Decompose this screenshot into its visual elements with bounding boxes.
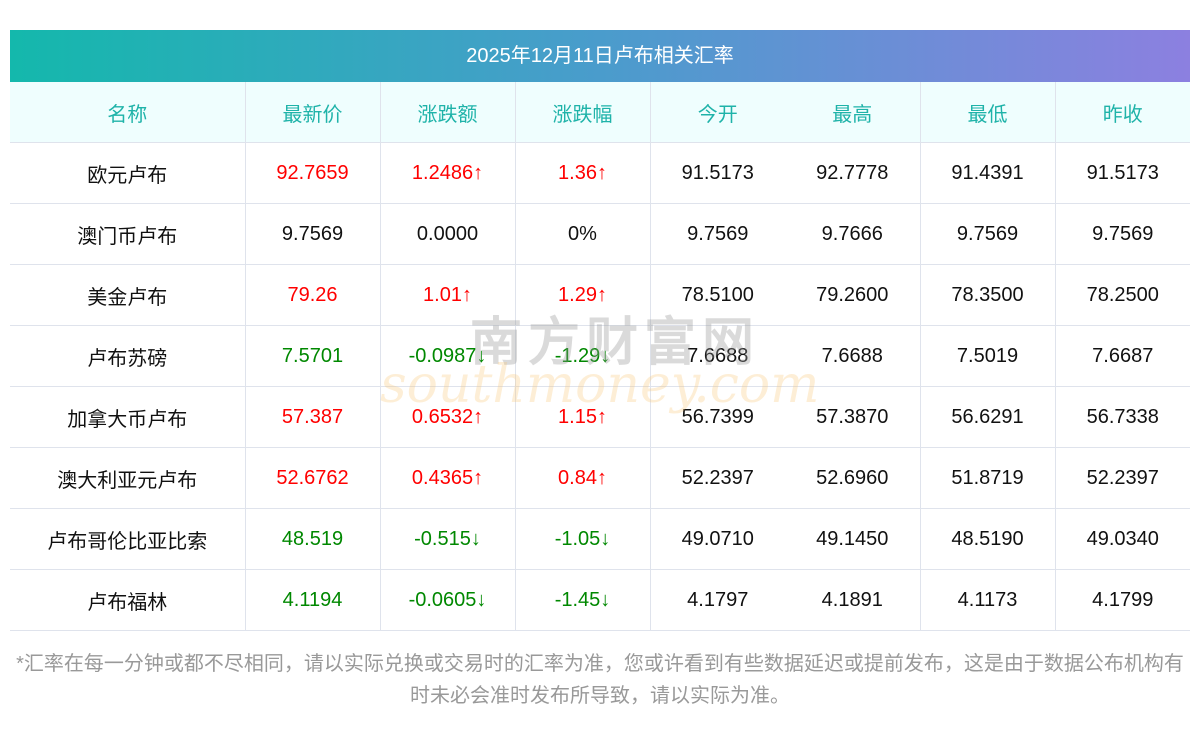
cell-latest: 4.1194 bbox=[244, 569, 380, 631]
cell-name: 卢布哥伦比亚比索 bbox=[10, 508, 245, 570]
cell-name: 澳门币卢布 bbox=[10, 203, 245, 265]
table-row: 美金卢布 79.26 1.01↑ 1.29↑ 78.5100 79.2600 78.3500… bbox=[10, 264, 1190, 326]
cell-change: 1.2486↑ bbox=[379, 142, 515, 204]
cell-high: 92.7778 bbox=[785, 142, 920, 204]
cell-latest: 79.26 bbox=[244, 264, 380, 326]
cell-open: 4.1797 bbox=[649, 569, 785, 631]
cell-name: 加拿大币卢布 bbox=[10, 386, 245, 448]
cell-name: 澳大利亚元卢布 bbox=[10, 447, 245, 509]
cell-open: 52.2397 bbox=[649, 447, 785, 509]
cell-low: 4.1173 bbox=[919, 569, 1055, 631]
column-header: 名称 bbox=[10, 82, 245, 143]
cell-low: 56.6291 bbox=[919, 386, 1055, 448]
cell-high: 4.1891 bbox=[785, 569, 920, 631]
table-row: 澳门币卢布 9.7569 0.0000 0% 9.7569 9.7666 9.7569 9.7… bbox=[10, 203, 1190, 265]
cell-high: 9.7666 bbox=[785, 203, 920, 265]
table-row: 欧元卢布 92.7659 1.2486↑ 1.36↑ 91.5173 92.7778 91.… bbox=[10, 142, 1190, 204]
cell-pct: 0% bbox=[514, 203, 650, 265]
table-row: 加拿大币卢布 57.387 0.6532↑ 1.15↑ 56.7399 57.3870 56… bbox=[10, 386, 1190, 448]
rate-table: 名称 最新价 涨跌额 涨跌幅 今开 最高 最低 昨收 欧元卢布 92.7659 1.2486↑ 1.… bbox=[10, 82, 1190, 631]
cell-open: 9.7569 bbox=[649, 203, 785, 265]
cell-latest: 57.387 bbox=[244, 386, 380, 448]
cell-high: 49.1450 bbox=[785, 508, 920, 570]
cell-open: 78.5100 bbox=[649, 264, 785, 326]
cell-prev: 91.5173 bbox=[1054, 142, 1190, 204]
cell-pct: -1.45↓ bbox=[514, 569, 650, 631]
cell-low: 48.5190 bbox=[919, 508, 1055, 570]
cell-low: 9.7569 bbox=[919, 203, 1055, 265]
cell-change: 0.0000 bbox=[379, 203, 515, 265]
cell-latest: 92.7659 bbox=[244, 142, 380, 204]
cell-change: -0.515↓ bbox=[379, 508, 515, 570]
cell-pct: -1.05↓ bbox=[514, 508, 650, 570]
cell-high: 7.6688 bbox=[785, 325, 920, 387]
cell-prev: 78.2500 bbox=[1054, 264, 1190, 326]
column-header: 昨收 bbox=[1054, 82, 1190, 143]
cell-open: 91.5173 bbox=[649, 142, 785, 204]
cell-pct: 1.29↑ bbox=[514, 264, 650, 326]
cell-high: 52.6960 bbox=[785, 447, 920, 509]
table-row: 卢布福林 4.1194 -0.0605↓ -1.45↓ 4.1797 4.1891 4.11… bbox=[10, 569, 1190, 631]
cell-change: 0.6532↑ bbox=[379, 386, 515, 448]
cell-latest: 48.519 bbox=[244, 508, 380, 570]
header-row: 名称 最新价 涨跌额 涨跌幅 今开 最高 最低 昨收 bbox=[10, 82, 1190, 143]
cell-pct: -1.29↓ bbox=[514, 325, 650, 387]
cell-prev: 49.0340 bbox=[1054, 508, 1190, 570]
cell-change: 0.4365↑ bbox=[379, 447, 515, 509]
cell-change: -0.0987↓ bbox=[379, 325, 515, 387]
cell-low: 78.3500 bbox=[919, 264, 1055, 326]
table-title: 2025年12月11日卢布相关汇率 bbox=[10, 30, 1190, 82]
column-header: 涨跌额 bbox=[379, 82, 515, 143]
cell-low: 7.5019 bbox=[919, 325, 1055, 387]
column-header: 最高 bbox=[785, 82, 920, 143]
cell-prev: 4.1799 bbox=[1054, 569, 1190, 631]
cell-prev: 7.6687 bbox=[1054, 325, 1190, 387]
cell-high: 79.2600 bbox=[785, 264, 920, 326]
rate-table-panel: 2025年12月11日卢布相关汇率 名称 最新价 涨跌额 涨跌幅 今开 最高 最低 昨收 欧元… bbox=[10, 30, 1190, 631]
column-header: 最新价 bbox=[244, 82, 380, 143]
cell-prev: 56.7338 bbox=[1054, 386, 1190, 448]
cell-latest: 9.7569 bbox=[244, 203, 380, 265]
cell-high: 57.3870 bbox=[785, 386, 920, 448]
cell-pct: 1.15↑ bbox=[514, 386, 650, 448]
cell-change: -0.0605↓ bbox=[379, 569, 515, 631]
cell-name: 欧元卢布 bbox=[10, 142, 245, 204]
column-header: 今开 bbox=[649, 82, 785, 143]
cell-low: 51.8719 bbox=[919, 447, 1055, 509]
cell-open: 49.0710 bbox=[649, 508, 785, 570]
table-row: 澳大利亚元卢布 52.6762 0.4365↑ 0.84↑ 52.2397 52.6960… bbox=[10, 447, 1190, 509]
cell-low: 91.4391 bbox=[919, 142, 1055, 204]
table-row: 卢布哥伦比亚比索 48.519 -0.515↓ -1.05↓ 49.0710 49.145… bbox=[10, 508, 1190, 570]
cell-prev: 9.7569 bbox=[1054, 203, 1190, 265]
column-header: 涨跌幅 bbox=[514, 82, 650, 143]
cell-name: 卢布福林 bbox=[10, 569, 245, 631]
cell-latest: 52.6762 bbox=[244, 447, 380, 509]
cell-open: 56.7399 bbox=[649, 386, 785, 448]
cell-pct: 0.84↑ bbox=[514, 447, 650, 509]
column-header: 最低 bbox=[919, 82, 1055, 143]
cell-open: 7.6688 bbox=[649, 325, 785, 387]
cell-latest: 7.5701 bbox=[244, 325, 380, 387]
table-row: 卢布苏磅 7.5701 -0.0987↓ -1.29↓ 7.6688 7.6688 7.50… bbox=[10, 325, 1190, 387]
cell-name: 美金卢布 bbox=[10, 264, 245, 326]
cell-change: 1.01↑ bbox=[379, 264, 515, 326]
cell-pct: 1.36↑ bbox=[514, 142, 650, 204]
cell-prev: 52.2397 bbox=[1054, 447, 1190, 509]
cell-name: 卢布苏磅 bbox=[10, 325, 245, 387]
disclaimer-note: *汇率在每一分钟或都不尽相同，请以实际兑换或交易时的汇率为准，您或许看到有些数据… bbox=[16, 653, 1184, 707]
